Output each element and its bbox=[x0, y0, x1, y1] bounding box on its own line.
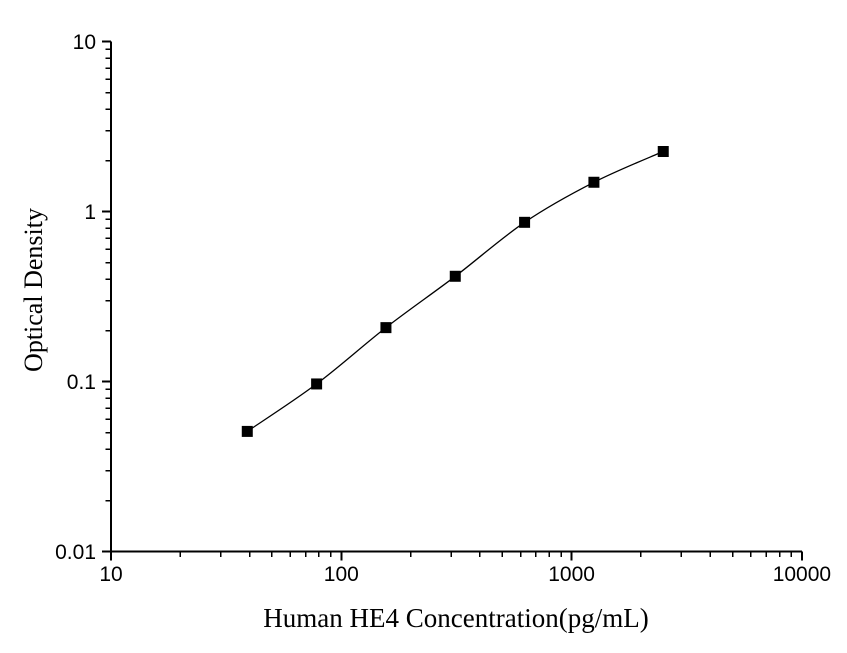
y-tick-label: 0.1 bbox=[67, 371, 96, 394]
y-tick-label: 0.01 bbox=[55, 541, 96, 564]
x-axis-title: Human HE4 Concentration(pg/mL) bbox=[263, 603, 649, 633]
data-point-marker bbox=[588, 176, 600, 188]
x-tick-label: 10000 bbox=[773, 563, 831, 586]
data-point-marker bbox=[657, 146, 669, 158]
series-line bbox=[246, 150, 664, 432]
y-tick-label: 1 bbox=[84, 201, 96, 224]
data-point-marker bbox=[380, 322, 392, 334]
data-point-marker bbox=[449, 270, 461, 282]
x-tick-label: 1000 bbox=[548, 563, 595, 586]
data-point-marker bbox=[519, 216, 531, 228]
y-axis-title: Optical Density bbox=[19, 208, 48, 372]
data-point-marker bbox=[311, 378, 323, 390]
data-point-marker bbox=[241, 425, 253, 437]
y-tick-label: 10 bbox=[73, 31, 96, 54]
x-tick-label: 10 bbox=[99, 563, 122, 586]
x-tick-label: 100 bbox=[324, 563, 359, 586]
